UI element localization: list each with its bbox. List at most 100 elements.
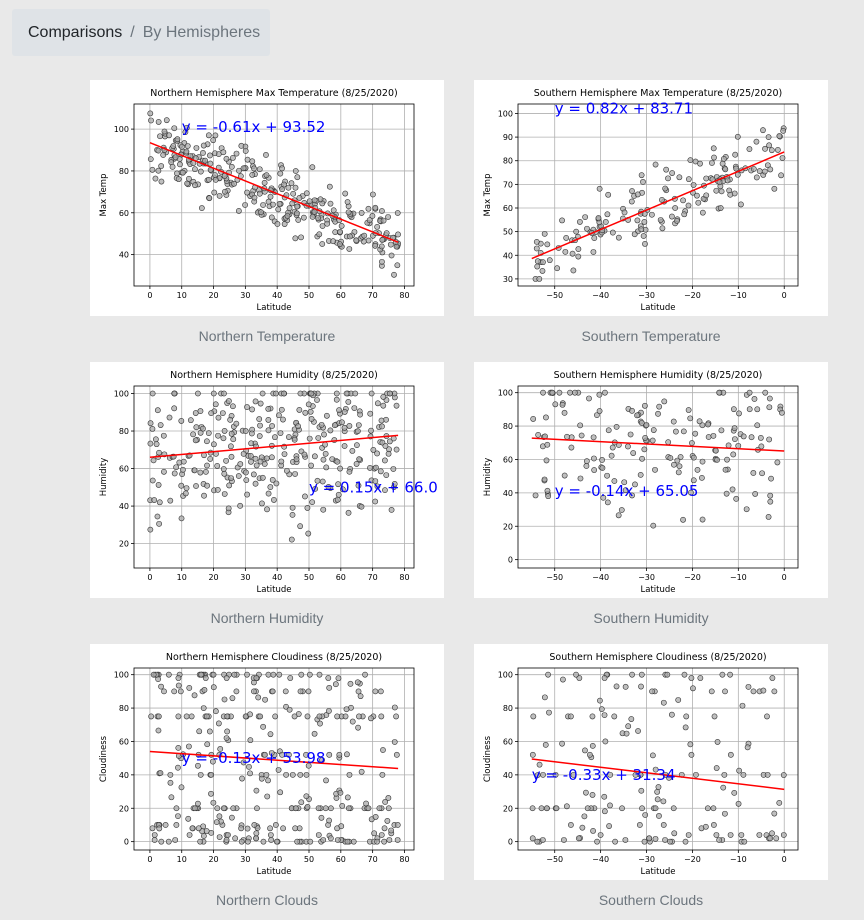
scatter-point: [200, 705, 207, 711]
scatter-point: [265, 490, 272, 497]
scatter-point: [151, 837, 158, 843]
scatter-point: [212, 172, 218, 178]
scatter-point: [204, 482, 210, 489]
x-tick-label: −50: [546, 291, 563, 300]
scatter-point: [165, 838, 172, 845]
scatter-point: [383, 230, 390, 237]
scatter-point: [166, 414, 173, 421]
scatter-point: [193, 483, 199, 489]
scatter-point: [688, 675, 695, 681]
scatter-point: [263, 771, 270, 778]
scatter-point: [308, 416, 315, 422]
scatter-point: [363, 800, 369, 807]
scatter-point: [294, 838, 301, 845]
scatter-point: [372, 242, 379, 249]
scatter-point: [694, 192, 700, 199]
regression-equation: y = -0.33x + 31.34: [532, 766, 676, 784]
scatter-point: [629, 492, 635, 499]
scatter-point: [601, 712, 608, 718]
scatter-point: [529, 835, 536, 842]
scatter-point: [306, 671, 313, 678]
scatter-point: [339, 419, 345, 426]
x-tick-label: 50: [304, 573, 314, 582]
x-axis-label: Latitude: [257, 303, 292, 313]
scatter-point: [544, 487, 551, 494]
scatter-point: [280, 390, 287, 397]
scatter-point: [372, 204, 379, 211]
scatter-point: [595, 215, 602, 221]
chart-card-south-cloud: Southern Hemisphere Cloudiness (8/25/202…: [474, 644, 828, 880]
scatter-point: [228, 453, 235, 460]
scatter-point: [652, 805, 659, 812]
x-tick-label: 40: [272, 291, 282, 300]
scatter-point: [774, 459, 781, 466]
scatter-point: [169, 163, 176, 170]
y-tick-label: 100: [114, 390, 129, 399]
scatter-point: [697, 160, 703, 167]
scatter-point: [217, 746, 224, 752]
scatter-point: [381, 838, 388, 845]
scatter-point: [383, 472, 390, 478]
y-tick-label: 30: [503, 275, 513, 284]
scatter-point: [248, 458, 254, 465]
scatter-point: [231, 180, 237, 187]
scatter-point: [200, 833, 207, 839]
scatter-point: [381, 825, 388, 832]
scatter-point: [713, 832, 720, 838]
scatter-point: [149, 825, 156, 832]
scatter-point: [370, 447, 377, 453]
scatter-point: [267, 825, 273, 832]
scatter-point: [578, 432, 585, 439]
breadcrumb-comparisons-link[interactable]: Comparisons: [28, 23, 123, 41]
scatter-point: [615, 234, 622, 241]
scatter-point: [683, 713, 690, 720]
scatter-point: [656, 403, 663, 410]
scatter-point: [219, 410, 226, 416]
scatter-point: [326, 708, 332, 714]
scatter-point: [256, 416, 263, 422]
scatter-point: [659, 225, 666, 232]
scatter-point: [279, 165, 285, 172]
scatter-point: [207, 456, 214, 462]
scatter-point: [605, 191, 612, 198]
scatter-point: [687, 157, 694, 164]
scatter-point: [334, 713, 341, 720]
scatter-point: [285, 184, 292, 191]
scatter-point: [693, 771, 699, 778]
scatter-point: [163, 117, 170, 124]
scatter-point: [280, 416, 286, 423]
scatter-point: [642, 435, 649, 441]
scatter-point: [582, 747, 588, 754]
scatter-point: [738, 201, 744, 208]
scatter-point: [273, 838, 280, 845]
scatter-point: [343, 390, 350, 397]
scatter-point: [186, 175, 192, 182]
scatter-point: [200, 150, 206, 156]
scatter-point: [621, 479, 628, 486]
scatter-point: [264, 506, 270, 513]
plot-frame: [517, 385, 799, 569]
scatter-point: [718, 188, 725, 195]
scatter-point: [307, 838, 314, 845]
scatter-point: [646, 835, 653, 842]
grid: [518, 104, 798, 286]
scatter-point: [186, 685, 193, 691]
scatter-point: [302, 493, 308, 500]
scatter-point: [704, 805, 711, 812]
scatter-point: [366, 217, 373, 224]
scatter-point: [649, 437, 656, 444]
scatter-point: [382, 799, 389, 805]
scatter-point: [185, 815, 192, 822]
x-tick-label: 40: [272, 573, 282, 582]
scatter-point: [345, 805, 352, 812]
scatter-point: [629, 671, 635, 678]
scatter-point: [729, 486, 736, 493]
scatter-point: [680, 516, 686, 523]
scatter-point: [220, 805, 227, 812]
y-tick-label: 50: [503, 228, 513, 237]
y-axis-label: Cloudiness: [99, 735, 109, 782]
scatter-point: [183, 124, 190, 131]
scatter-point: [204, 438, 210, 445]
scatter-point: [154, 407, 161, 414]
scatter-point: [649, 688, 655, 695]
